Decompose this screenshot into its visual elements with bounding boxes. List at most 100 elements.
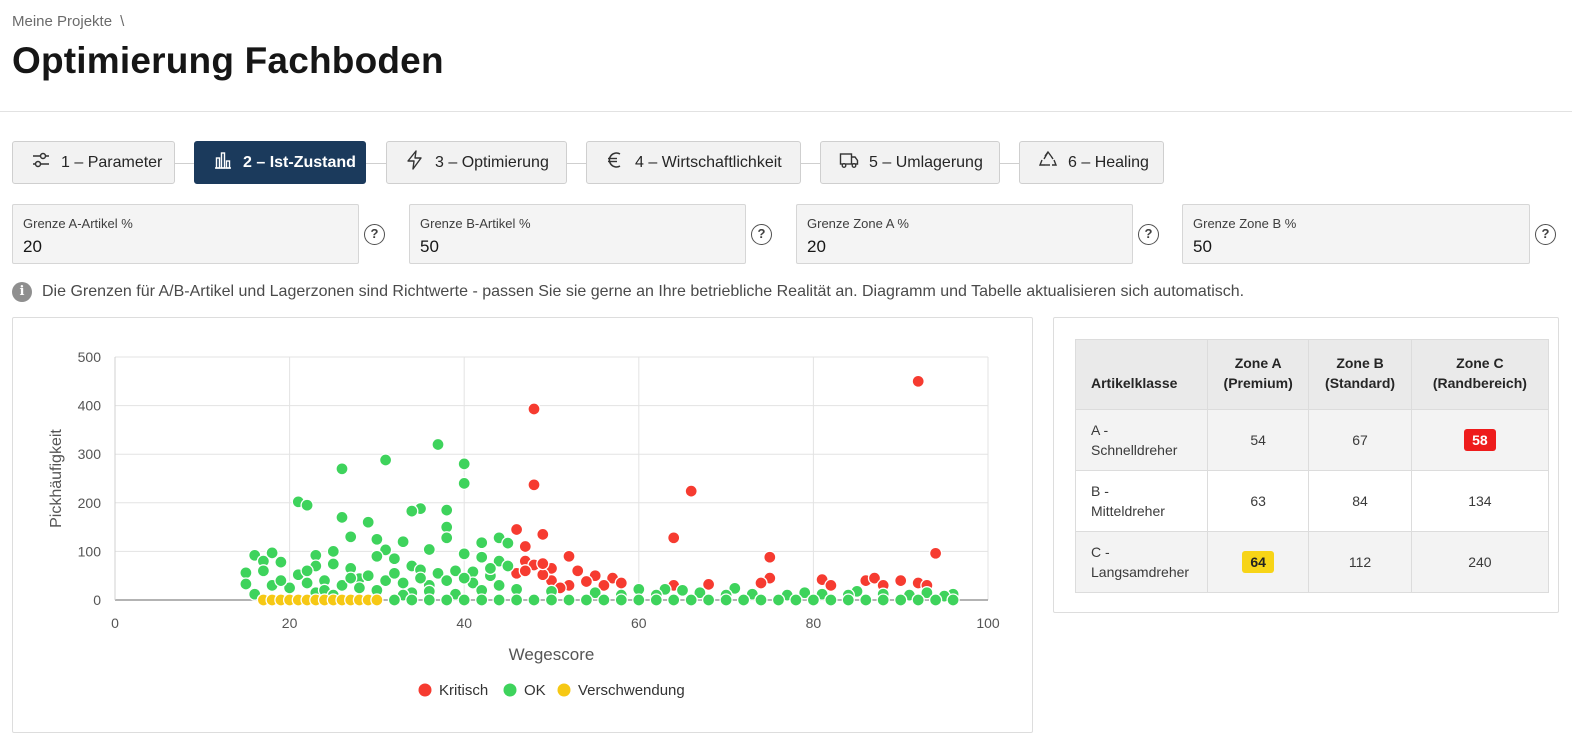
field-label: Grenze B-Artikel % xyxy=(420,216,531,231)
column-header-zone-c: Zone C (Randbereich) xyxy=(1410,339,1550,410)
data-point-ok xyxy=(457,457,471,471)
sliders-icon xyxy=(31,150,51,175)
table-cell: 54 xyxy=(1206,409,1310,471)
data-point-ok xyxy=(719,593,733,607)
y-tick-label: 200 xyxy=(78,495,102,511)
help-icon[interactable]: ? xyxy=(751,224,772,245)
zone-matrix-card: Artikelklasse Zone A (Premium) Zone B (Sta… xyxy=(1053,317,1559,613)
legend-marker-verschwendung xyxy=(557,683,571,697)
data-point-ok xyxy=(501,559,515,573)
field-label: Grenze A-Artikel % xyxy=(23,216,133,231)
breadcrumb-link-projects[interactable]: Meine Projekte xyxy=(12,13,113,30)
data-point-ok xyxy=(300,498,314,512)
info-icon: i xyxy=(12,282,32,302)
y-axis-label: Pickhäufigkeit xyxy=(48,429,65,528)
data-point-ok xyxy=(405,593,419,607)
wizard-step-label: 5 – Umlagerung xyxy=(869,153,983,171)
data-point-kritisch xyxy=(597,578,611,593)
data-point-ok xyxy=(509,593,524,607)
data-point-ok xyxy=(326,544,340,559)
data-point-ok xyxy=(274,573,288,588)
data-point-ok xyxy=(440,593,454,607)
grenze-zone-b-input[interactable] xyxy=(1193,237,1519,257)
wizard-step-ist-zustand[interactable]: 2 – Ist-Zustand xyxy=(194,141,366,184)
row-header-c: C - Langsamdreher xyxy=(1075,531,1208,593)
info-text: Die Grenzen für A/B-Artikel und Lagerzon… xyxy=(42,283,1245,300)
help-icon[interactable]: ? xyxy=(364,224,385,245)
wizard-step-optimierung[interactable]: 3 – Optimierung xyxy=(386,141,567,184)
table-header-row: Artikelklasse Zone A (Premium) Zone B (Sta… xyxy=(1075,339,1550,410)
data-point-kritisch xyxy=(518,564,532,578)
data-point-kritisch xyxy=(867,571,882,585)
data-point-ok xyxy=(405,504,419,518)
data-point-kritisch xyxy=(684,484,698,498)
data-point-ok xyxy=(265,546,279,560)
data-point-ok xyxy=(483,561,498,576)
data-point-ok xyxy=(326,557,340,571)
table-cell: 112 xyxy=(1308,531,1412,593)
data-point-kritisch xyxy=(911,374,925,388)
data-point-ok xyxy=(876,593,890,607)
wizard-step-umlagerung[interactable]: 5 – Umlagerung xyxy=(820,141,1000,184)
data-point-ok xyxy=(431,437,445,452)
data-point-ok xyxy=(614,593,628,607)
data-point-kritisch xyxy=(894,573,908,588)
data-point-ok xyxy=(387,566,402,580)
data-point-ok xyxy=(440,573,454,588)
legend-label-ok: OK xyxy=(524,682,546,699)
help-icon[interactable]: ? xyxy=(1535,224,1556,245)
data-point-ok xyxy=(928,593,943,607)
data-point-ok xyxy=(946,593,960,607)
data-point-kritisch xyxy=(824,578,838,593)
grenze-a-artikel-input[interactable] xyxy=(23,237,348,257)
data-point-ok xyxy=(239,577,253,591)
x-tick-label: 100 xyxy=(976,615,1000,631)
grenze-zone-a-input[interactable] xyxy=(807,237,1122,257)
data-point-ok xyxy=(527,593,541,607)
data-point-ok xyxy=(597,593,611,607)
data-point-kritisch xyxy=(701,577,716,592)
data-point-ok xyxy=(440,503,454,517)
data-point-ok xyxy=(684,593,698,607)
wizard-step-parameter[interactable]: 1 – Parameter xyxy=(12,141,175,184)
data-point-ok xyxy=(361,569,375,583)
data-point-kritisch xyxy=(536,568,550,582)
field-label: Grenze Zone B % xyxy=(1193,216,1297,231)
data-point-ok xyxy=(544,593,559,607)
legend-marker-ok xyxy=(503,683,517,697)
x-tick-label: 0 xyxy=(111,615,119,631)
wizard-step-healing[interactable]: 6 – Healing xyxy=(1019,141,1164,184)
page-title: Optimierung Fachboden xyxy=(12,40,444,81)
data-point-ok xyxy=(344,530,358,544)
legend-marker-kritisch xyxy=(418,683,432,697)
x-axis-label: Wegescore xyxy=(509,645,595,664)
field-label: Grenze Zone A % xyxy=(807,216,909,231)
table-row: A - Schnelldreher 54 67 58 xyxy=(1075,409,1550,471)
data-point-ok xyxy=(579,593,594,607)
data-point-ok xyxy=(335,578,349,593)
data-point-ok xyxy=(335,462,349,476)
field-grenze-b-artikel: Grenze B-Artikel % xyxy=(409,204,746,264)
data-point-ok xyxy=(440,531,454,545)
field-grenze-a-artikel: Grenze A-Artikel % xyxy=(12,204,359,264)
data-point-ok xyxy=(475,550,489,564)
y-tick-label: 500 xyxy=(78,349,102,365)
data-point-ok xyxy=(370,532,384,546)
data-point-ok xyxy=(693,586,707,600)
table-cell: 84 xyxy=(1308,470,1412,532)
legend-label-verschwendung: Verschwendung xyxy=(578,682,685,699)
grenze-b-artikel-input[interactable] xyxy=(420,237,735,257)
wizard-step-wirtschaftlichkeit[interactable]: 4 – Wirtschaftlichkeit xyxy=(586,141,801,184)
column-header-artikelklasse: Artikelklasse xyxy=(1075,339,1208,410)
help-icon[interactable]: ? xyxy=(1138,224,1159,245)
data-point-ok xyxy=(457,593,471,607)
y-tick-label: 0 xyxy=(93,592,101,608)
data-point-kritisch xyxy=(928,546,943,560)
table-cell: 63 xyxy=(1206,470,1310,532)
table-cell: 58 xyxy=(1410,409,1550,471)
column-header-zone-b: Zone B (Standard) xyxy=(1308,339,1412,410)
data-point-verschwendung xyxy=(370,593,384,607)
data-point-ok xyxy=(701,593,716,607)
data-point-ok xyxy=(396,576,410,590)
page-header: Meine Projekte \ Optimierung Fachboden xyxy=(0,0,1572,112)
